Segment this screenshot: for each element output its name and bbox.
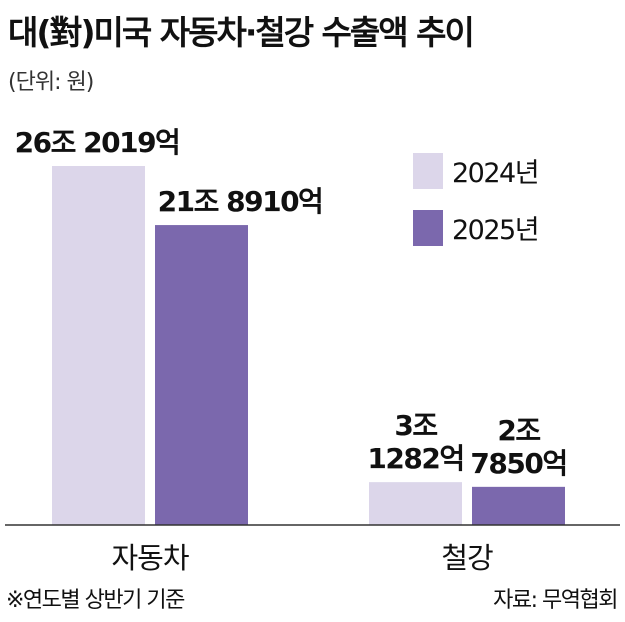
unit-label: (단위: 원) bbox=[8, 70, 94, 95]
data-label: 3조 bbox=[394, 409, 437, 442]
bar-steel-2024 bbox=[369, 482, 462, 525]
category-label: 철강 bbox=[441, 541, 493, 575]
category-label: 자동차 bbox=[111, 541, 188, 575]
legend-label: 2024년 bbox=[452, 158, 538, 189]
footnote: ※연도별 상반기 기준 bbox=[6, 588, 185, 613]
bar-car-2025 bbox=[155, 225, 248, 525]
legend-label: 2025년 bbox=[452, 215, 538, 246]
legend-swatch bbox=[413, 210, 443, 246]
data-label: 1282억 bbox=[367, 442, 463, 475]
source-note: 자료: 무역협회 bbox=[493, 588, 618, 613]
bar-steel-2025 bbox=[472, 486, 565, 525]
data-label: 26조 2019억 bbox=[15, 126, 180, 159]
legend-swatch bbox=[413, 153, 443, 189]
chart-title: 대(對)미국 자동차·철강 수출액 추이 bbox=[8, 13, 475, 52]
data-label: 2조 bbox=[497, 414, 540, 447]
data-label: 7850억 bbox=[470, 447, 566, 480]
data-label: 21조 8910억 bbox=[158, 185, 323, 218]
bar-car-2024 bbox=[52, 166, 145, 525]
